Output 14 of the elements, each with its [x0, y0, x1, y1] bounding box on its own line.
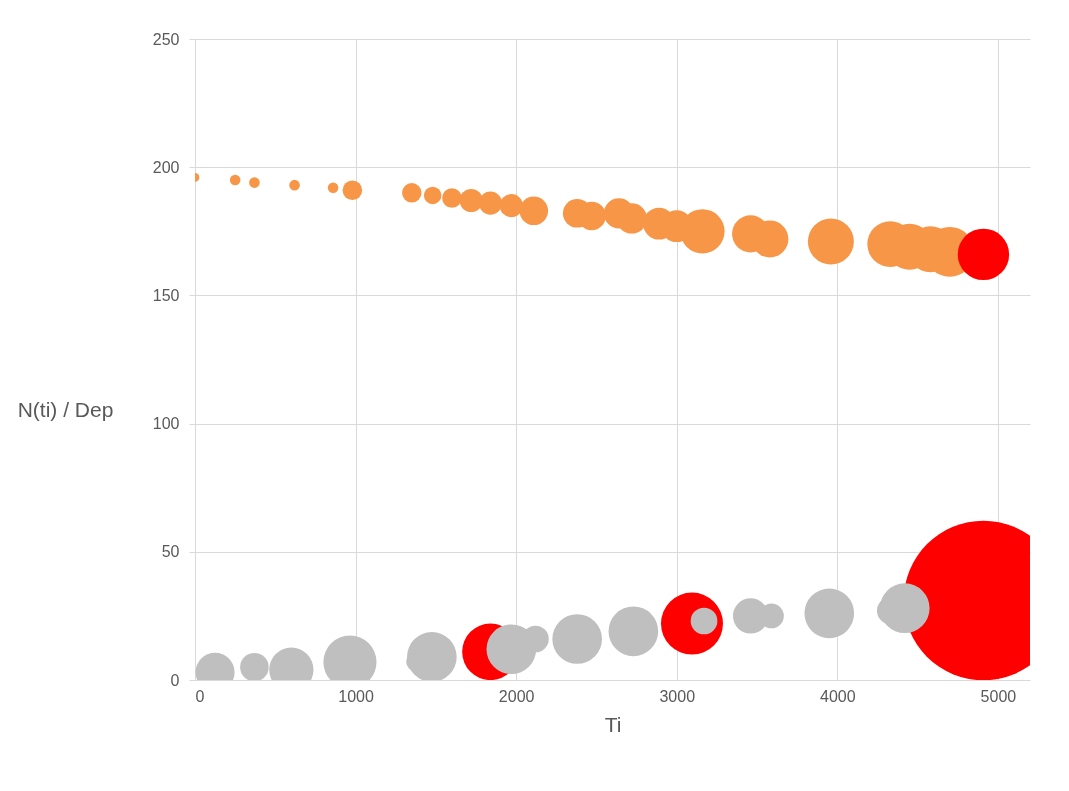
x-axis-title: Ti [604, 712, 622, 736]
y-tick-label: 0 [170, 671, 180, 689]
y-axis-title: N(ti) / Dep [17, 398, 114, 422]
y-tick-label: 150 [152, 286, 180, 304]
y-tick-label: 50 [161, 543, 180, 561]
x-tick-label: 3000 [659, 687, 696, 705]
x-tick-label: 1000 [338, 687, 374, 705]
y-tick-label: 100 [152, 415, 180, 433]
x-tick-label: 0 [195, 687, 205, 705]
x-tick-label: 4000 [820, 687, 856, 705]
x-tick-label: 5000 [980, 687, 1017, 705]
y-tick-label: 200 [152, 158, 180, 176]
y-tick-label: 250 [152, 30, 180, 48]
x-tick-label: 2000 [498, 687, 535, 705]
